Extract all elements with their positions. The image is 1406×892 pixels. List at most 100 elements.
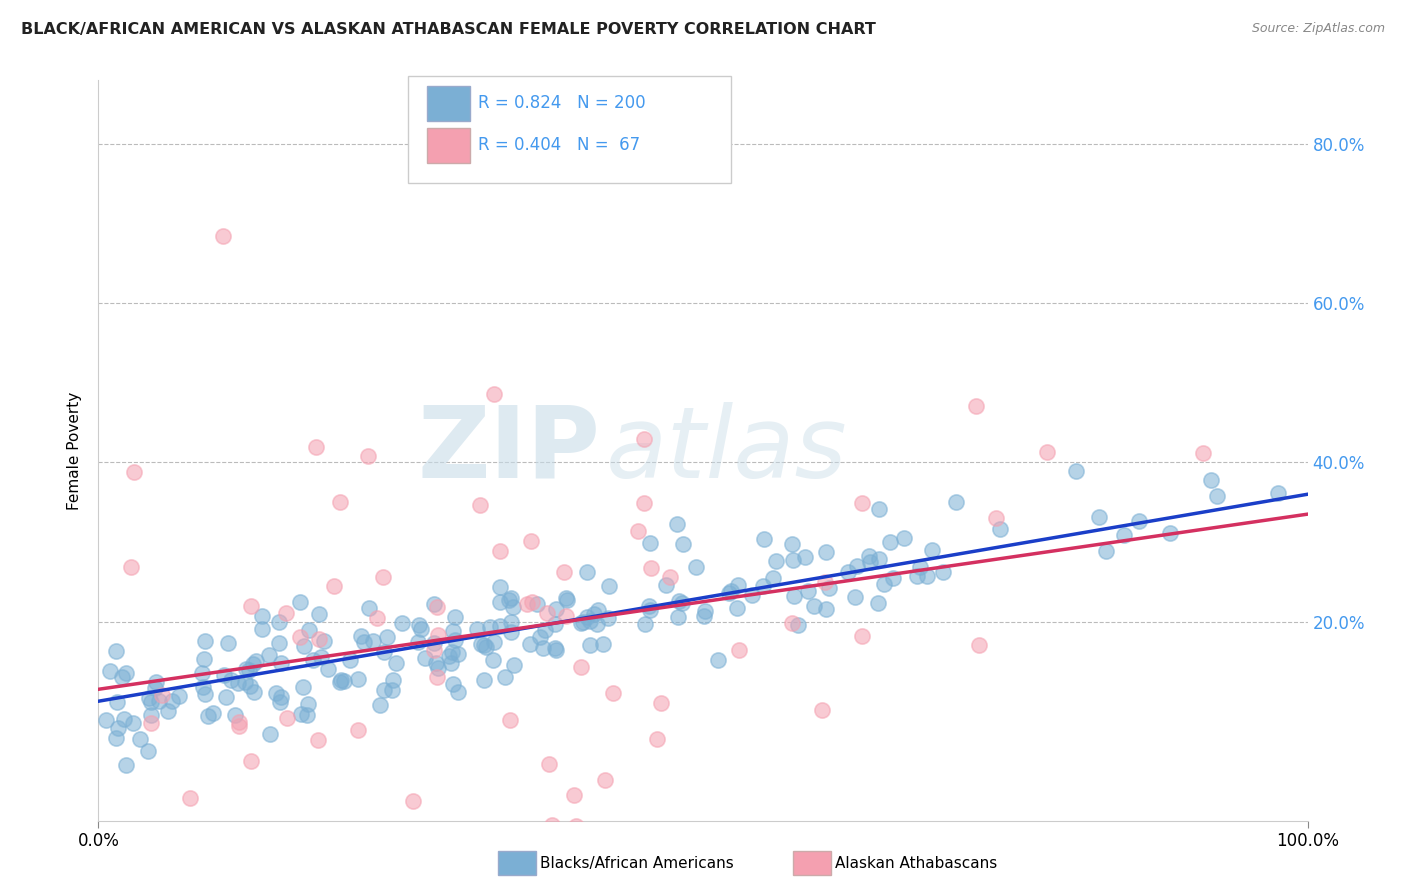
Point <box>242 657 264 672</box>
Point <box>297 697 319 711</box>
Point <box>94 714 117 728</box>
Point <box>725 601 748 615</box>
Point <box>266 686 288 700</box>
Point <box>150 688 173 702</box>
Point <box>555 608 578 623</box>
Point <box>498 593 520 607</box>
Point <box>353 635 375 649</box>
Point <box>671 596 693 610</box>
Point <box>797 584 820 599</box>
Point <box>793 550 815 565</box>
Point <box>1095 544 1118 558</box>
Point <box>668 610 690 624</box>
Point <box>529 630 551 644</box>
Point <box>685 560 707 574</box>
Point <box>555 591 578 606</box>
Point <box>243 685 266 699</box>
Point <box>803 599 825 614</box>
Point <box>659 570 682 584</box>
Point <box>851 629 873 643</box>
Point <box>239 754 262 768</box>
Point <box>426 661 449 675</box>
Point <box>238 663 260 677</box>
Point <box>814 574 837 589</box>
Point <box>179 790 201 805</box>
Point <box>259 648 281 663</box>
Point <box>426 670 449 684</box>
Point <box>488 618 510 632</box>
Point <box>288 595 311 609</box>
Point <box>907 569 929 583</box>
Point <box>138 690 160 705</box>
Point <box>188 854 211 868</box>
Point <box>727 578 749 592</box>
Point <box>269 636 291 650</box>
Text: BLACK/AFRICAN AMERICAN VS ALASKAN ATHABASCAN FEMALE POVERTY CORRELATION CHART: BLACK/AFRICAN AMERICAN VS ALASKAN ATHABA… <box>21 22 876 37</box>
Text: Blacks/African Americans: Blacks/African Americans <box>540 855 734 871</box>
Point <box>1159 525 1181 540</box>
Point <box>569 660 592 674</box>
Point <box>499 591 522 606</box>
Text: atlas: atlas <box>606 402 848 499</box>
Point <box>915 569 938 583</box>
Point <box>139 716 162 731</box>
Point <box>479 620 502 634</box>
Point <box>276 710 298 724</box>
Point <box>321 854 343 868</box>
Point <box>105 731 128 746</box>
Point <box>761 571 783 585</box>
Point <box>332 674 354 689</box>
Point <box>228 715 250 730</box>
Point <box>381 683 404 698</box>
Point <box>520 595 543 609</box>
Point <box>290 706 312 721</box>
Point <box>582 607 605 621</box>
Point <box>988 522 1011 536</box>
Point <box>136 744 159 758</box>
Point <box>385 657 408 671</box>
Point <box>191 681 214 695</box>
Point <box>866 596 889 610</box>
Point <box>586 603 609 617</box>
Point <box>423 636 446 650</box>
Point <box>368 698 391 712</box>
Point <box>411 623 433 637</box>
Point <box>194 633 217 648</box>
Point <box>437 649 460 664</box>
Point <box>371 570 394 584</box>
Point <box>228 718 250 732</box>
Point <box>339 653 361 667</box>
Point <box>482 653 505 667</box>
Point <box>194 688 217 702</box>
Point <box>555 593 578 607</box>
Point <box>375 630 398 644</box>
Point <box>650 696 672 710</box>
Point <box>544 640 567 655</box>
Point <box>585 616 607 631</box>
Point <box>544 602 567 616</box>
Point <box>482 387 505 401</box>
Text: R = 0.404   N =  67: R = 0.404 N = 67 <box>478 136 640 154</box>
Point <box>1267 486 1289 500</box>
Point <box>107 721 129 735</box>
Point <box>598 579 620 593</box>
Point <box>270 656 292 670</box>
Point <box>160 693 183 707</box>
Point <box>269 615 291 629</box>
Point <box>482 635 505 649</box>
Point <box>844 591 866 605</box>
Point <box>308 632 330 646</box>
Point <box>693 609 716 624</box>
Point <box>104 644 127 658</box>
Point <box>851 496 873 510</box>
Point <box>873 577 896 591</box>
Point <box>167 689 190 703</box>
Point <box>112 712 135 726</box>
Point <box>640 603 662 617</box>
Point <box>752 533 775 547</box>
Point <box>640 561 662 575</box>
Point <box>786 617 808 632</box>
Point <box>347 723 370 737</box>
Text: R = 0.824   N = 200: R = 0.824 N = 200 <box>478 95 645 112</box>
Point <box>309 650 332 665</box>
